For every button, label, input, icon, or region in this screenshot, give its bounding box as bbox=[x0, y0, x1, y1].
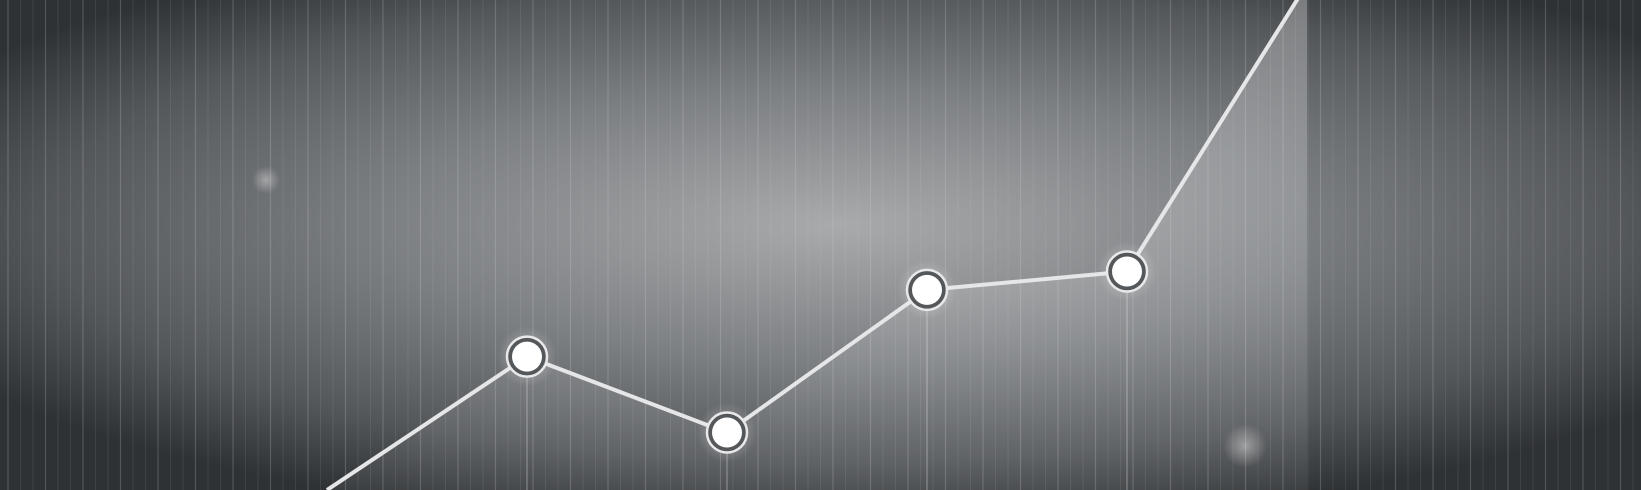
marker-dot bbox=[1112, 256, 1142, 287]
data-point-marker bbox=[497, 326, 557, 387]
data-point-marker bbox=[1097, 241, 1157, 302]
series-polyline bbox=[325, 0, 1300, 490]
data-points bbox=[497, 241, 1157, 463]
marker-dot bbox=[912, 274, 942, 305]
data-point-marker bbox=[697, 402, 757, 463]
bokeh-lights bbox=[252, 166, 1267, 468]
bokeh-light bbox=[252, 166, 280, 194]
area-under-line bbox=[327, 0, 1307, 490]
area-fill bbox=[327, 0, 1307, 490]
data-point-marker bbox=[897, 259, 957, 320]
marker-dot bbox=[712, 417, 742, 448]
bokeh-light bbox=[1223, 424, 1267, 468]
series-line bbox=[325, 0, 1300, 490]
marker-dot bbox=[512, 341, 542, 372]
